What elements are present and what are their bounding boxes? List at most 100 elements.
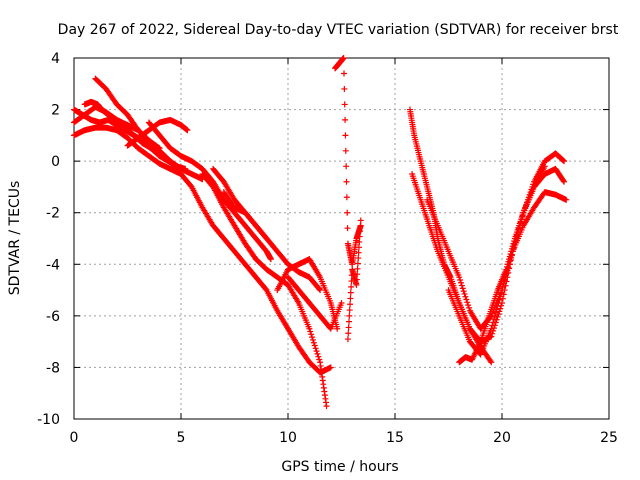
- data-point: [463, 296, 470, 303]
- y-axis-label: SDTVAR / TECUs: [7, 181, 23, 296]
- data-points: [71, 55, 570, 410]
- data-point: [457, 279, 464, 286]
- y-tick-label: 2: [51, 103, 60, 119]
- data-point: [489, 322, 496, 329]
- data-point: [309, 334, 316, 341]
- data-point: [340, 55, 347, 61]
- data-point: [355, 249, 362, 256]
- x-tick-label: 5: [177, 430, 186, 446]
- data-point: [323, 403, 330, 410]
- data-point: [344, 225, 351, 232]
- y-tick-label: -4: [46, 257, 60, 273]
- data-point: [493, 316, 500, 323]
- data-point: [346, 312, 353, 319]
- x-axis-label: GPS time / hours: [281, 459, 398, 475]
- data-point: [344, 336, 351, 343]
- data-point: [460, 288, 467, 295]
- data-point: [306, 325, 313, 332]
- data-point: [327, 364, 334, 371]
- data-point: [494, 313, 501, 320]
- data-point: [184, 127, 191, 134]
- y-tick-label: -8: [46, 360, 60, 376]
- data-point: [347, 289, 354, 296]
- data-point: [354, 260, 361, 267]
- data-point: [342, 116, 349, 123]
- data-point: [342, 132, 349, 139]
- data-point: [353, 276, 360, 283]
- grid-lines: [74, 58, 609, 419]
- series-track-6: [124, 116, 191, 149]
- data-point: [492, 309, 499, 316]
- data-point: [563, 196, 570, 203]
- data-point: [314, 350, 321, 357]
- y-tick-label: -6: [46, 309, 60, 325]
- y-tick-label: 0: [51, 154, 60, 170]
- data-point: [491, 312, 498, 319]
- data-point: [488, 325, 495, 332]
- data-point: [353, 281, 360, 288]
- data-point: [560, 157, 567, 164]
- data-point: [356, 233, 363, 240]
- series-track-20: [456, 163, 548, 366]
- y-tick-label: -10: [37, 412, 60, 428]
- data-point: [457, 276, 464, 283]
- data-point: [338, 299, 345, 306]
- x-tick-label: 10: [279, 430, 297, 446]
- data-point: [311, 342, 318, 349]
- data-point: [346, 307, 353, 314]
- tick-labels: 0 5 10 15 20 25 -10 -8 -6 -4 -2 0 2 4: [37, 51, 618, 446]
- data-point: [307, 328, 314, 335]
- data-point: [315, 353, 322, 360]
- data-point: [355, 244, 362, 251]
- data-point: [343, 163, 350, 170]
- data-point: [354, 265, 361, 272]
- data-point: [357, 228, 364, 235]
- data-point: [494, 303, 501, 310]
- data-point: [496, 296, 503, 303]
- y-tick-label: 4: [51, 51, 60, 67]
- data-point: [310, 339, 317, 346]
- data-point: [316, 356, 323, 363]
- chart-title: Day 267 of 2022, Sidereal Day-to-day VTE…: [58, 22, 619, 38]
- data-point: [344, 209, 351, 216]
- data-point: [348, 283, 355, 290]
- x-tick-label: 15: [386, 430, 404, 446]
- data-point: [488, 333, 495, 340]
- data-point: [316, 285, 323, 292]
- series-track-15: [344, 217, 364, 343]
- data-point: [487, 357, 494, 364]
- data-point: [561, 158, 568, 165]
- data-point: [267, 256, 274, 263]
- data-point: [342, 147, 349, 154]
- data-point: [462, 293, 469, 300]
- data-point: [490, 319, 497, 326]
- data-point: [312, 345, 319, 352]
- axis-ticks: [73, 57, 610, 420]
- data-point: [465, 302, 472, 309]
- data-point: [308, 331, 315, 338]
- data-point: [341, 101, 348, 108]
- series-track-8: [167, 165, 334, 376]
- series-track-13: [285, 274, 345, 332]
- data-point: [498, 290, 505, 297]
- data-point: [345, 330, 352, 337]
- data-point: [456, 274, 463, 281]
- data-point: [461, 290, 468, 297]
- data-point: [357, 217, 364, 224]
- data-point: [458, 282, 465, 289]
- data-point: [345, 318, 352, 325]
- data-point: [357, 222, 364, 229]
- data-point: [317, 287, 324, 294]
- data-point: [541, 163, 548, 170]
- series-track-7: [145, 119, 274, 263]
- data-point: [354, 271, 361, 278]
- data-point: [560, 177, 567, 184]
- data-point: [341, 85, 348, 92]
- data-point: [488, 359, 495, 366]
- data-point: [356, 238, 363, 245]
- data-point: [156, 150, 163, 157]
- data-point: [459, 285, 466, 292]
- data-point: [490, 316, 497, 323]
- data-point: [309, 336, 316, 343]
